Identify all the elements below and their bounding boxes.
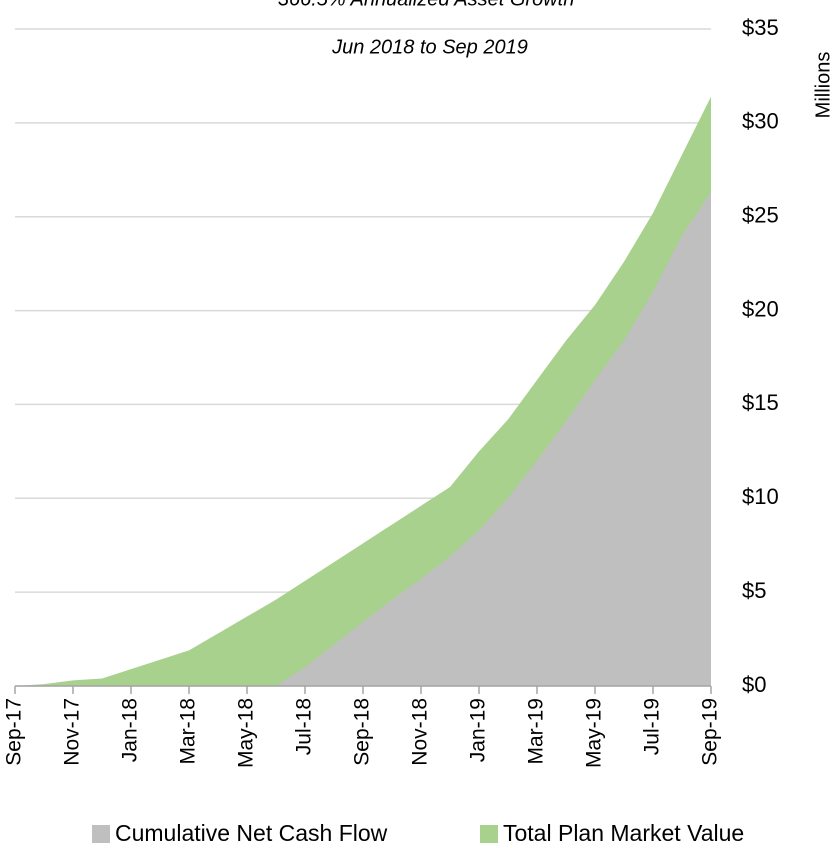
y-tick-label: $0: [742, 672, 766, 697]
y-axis-label: Millions: [812, 52, 834, 119]
y-tick-label: $10: [742, 484, 779, 509]
legend-label: Cumulative Net Cash Flow: [115, 820, 388, 846]
y-tick-label: $25: [742, 203, 779, 228]
y-tick-label: $5: [742, 578, 766, 603]
y-tick-label: $15: [742, 390, 779, 415]
y-tick-label: $20: [742, 296, 779, 321]
x-tick-label: Nov-17: [61, 698, 84, 766]
x-tick-label: Mar-18: [177, 698, 200, 765]
y-tick-label: $35: [742, 15, 779, 40]
x-tick-label: May-18: [235, 698, 258, 768]
chart-subtitle: Jun 2018 to Sep 2019: [331, 36, 528, 58]
x-tick-label: Mar-19: [525, 698, 548, 765]
x-tick-label: Jul-19: [641, 698, 664, 755]
x-tick-label: Jan-18: [119, 698, 142, 762]
x-tick-label: Nov-18: [409, 698, 432, 766]
x-tick-label: Sep-19: [699, 698, 722, 766]
x-tick-label: Sep-18: [351, 698, 374, 766]
legend-swatch: [480, 825, 498, 843]
x-tick-label: Jul-18: [293, 698, 316, 755]
chart-title: 366.5% Annualized Asset Growth*: [278, 0, 583, 10]
x-tick-label: Sep-17: [3, 698, 26, 766]
y-tick-label: $30: [742, 109, 779, 134]
area: [15, 192, 711, 686]
legend-label: Total Plan Market Value: [503, 820, 744, 846]
x-tick-label: Jan-19: [467, 698, 490, 762]
x-tick-label: May-19: [583, 698, 606, 768]
legend-swatch: [92, 825, 110, 843]
